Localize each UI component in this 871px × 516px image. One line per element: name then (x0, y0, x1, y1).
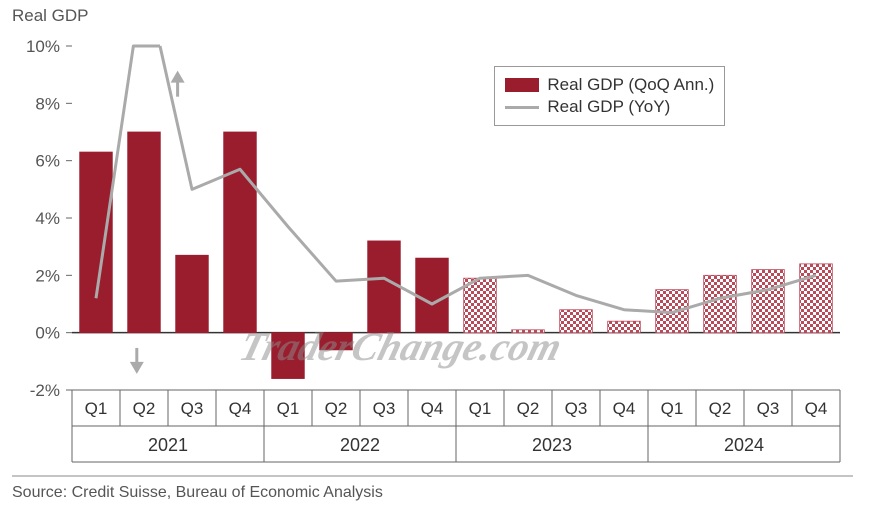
svg-text:Q4: Q4 (613, 399, 636, 418)
svg-text:10%: 10% (26, 37, 60, 56)
legend-row-bars: Real GDP (QoQ Ann.) (505, 75, 714, 95)
legend-box: Real GDP (QoQ Ann.) Real GDP (YoY) (494, 66, 725, 126)
svg-text:0%: 0% (35, 324, 60, 343)
svg-text:Q3: Q3 (181, 399, 204, 418)
legend-swatch-line (505, 106, 539, 109)
svg-text:Q2: Q2 (133, 399, 156, 418)
legend-label-line: Real GDP (YoY) (547, 97, 670, 117)
legend-label-bars: Real GDP (QoQ Ann.) (547, 75, 714, 95)
svg-text:Q1: Q1 (277, 399, 300, 418)
svg-text:Q1: Q1 (85, 399, 108, 418)
svg-text:Q2: Q2 (709, 399, 732, 418)
svg-text:Q1: Q1 (661, 399, 684, 418)
svg-text:2%: 2% (35, 266, 60, 285)
svg-text:Q1: Q1 (469, 399, 492, 418)
svg-text:Q3: Q3 (757, 399, 780, 418)
svg-text:2023: 2023 (532, 435, 572, 455)
svg-text:2024: 2024 (724, 435, 764, 455)
svg-text:Q2: Q2 (517, 399, 540, 418)
svg-text:Q4: Q4 (421, 399, 444, 418)
svg-text:Q4: Q4 (229, 399, 252, 418)
svg-text:Q4: Q4 (805, 399, 828, 418)
svg-text:Q2: Q2 (325, 399, 348, 418)
legend-swatch-bars (505, 78, 539, 92)
chart-svg: -2% 0% 2% 4% 6% 8% 10% Q1 Q2 Q3 Q4 Q1 Q2 Q3 Q4 Q1 Q2 Q3 Q4… (0, 0, 871, 516)
svg-text:6%: 6% (35, 152, 60, 171)
legend-row-line: Real GDP (YoY) (505, 97, 714, 117)
svg-text:2022: 2022 (340, 435, 380, 455)
svg-text:-2%: -2% (30, 381, 60, 400)
svg-text:4%: 4% (35, 209, 60, 228)
svg-text:2021: 2021 (148, 435, 188, 455)
svg-text:Q3: Q3 (373, 399, 396, 418)
chart-container: Real GDP -2%0%2%4%6%8%10%Q1Q2Q3Q4Q1Q2Q3Q… (0, 0, 871, 516)
source-text: Source: Credit Suisse, Bureau of Economi… (12, 484, 383, 502)
svg-text:8%: 8% (35, 94, 60, 113)
svg-text:Q3: Q3 (565, 399, 588, 418)
